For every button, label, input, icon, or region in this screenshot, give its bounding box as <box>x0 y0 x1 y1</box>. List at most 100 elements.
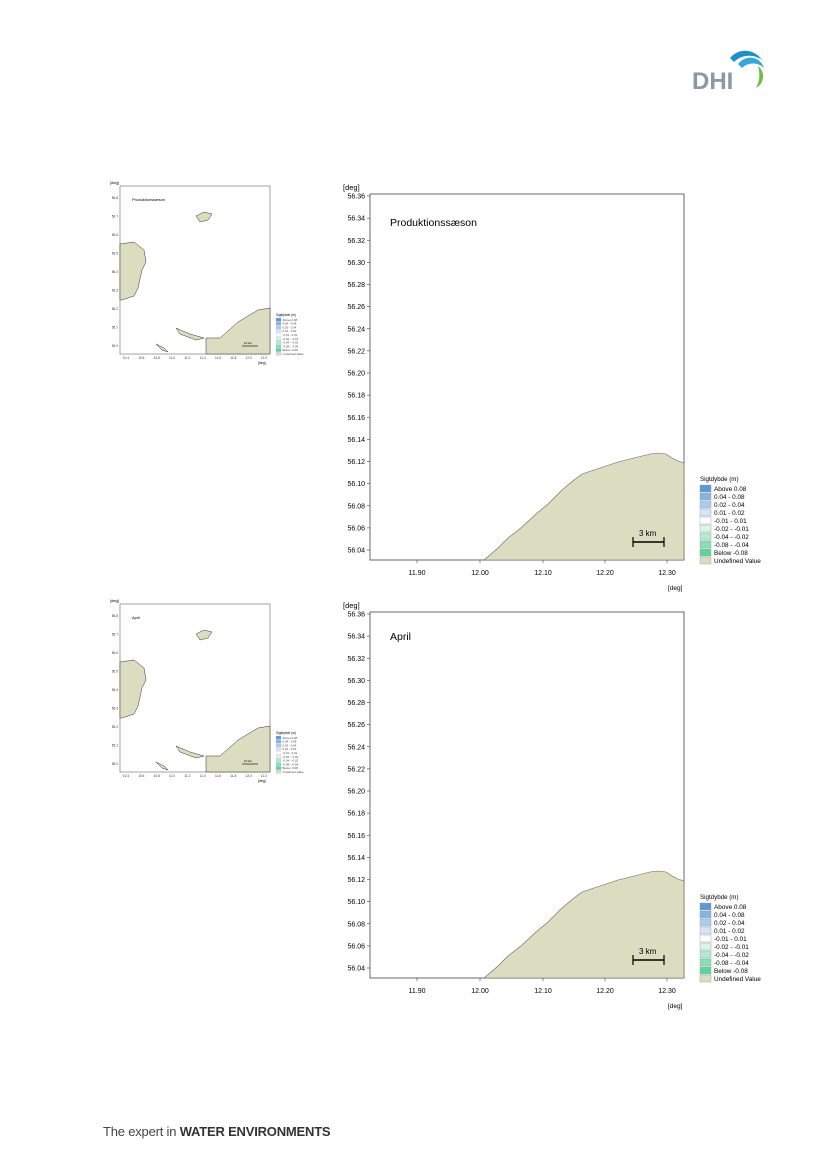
land-polygon <box>483 870 685 979</box>
x-tick-label: 12.30 <box>658 988 676 995</box>
overview-scale-label: 10 km <box>244 759 253 763</box>
legend-label: -0.08 - -0.04 <box>714 960 749 967</box>
y-tick-label: 56.24 <box>347 744 365 751</box>
footer-emphasis: WATER ENVIRONMENTS <box>179 1124 331 1139</box>
legend-label: Above 0.08 <box>714 904 747 911</box>
y-tick-label: 56.26 <box>347 304 365 311</box>
overview-legend-swatch <box>276 344 282 348</box>
legend-label: 0.02 - 0.04 <box>714 502 745 509</box>
overview-x-tick-label: 10.8 <box>154 774 160 778</box>
y-tick-label: 56.12 <box>347 877 365 884</box>
legend-swatch <box>699 918 712 927</box>
overview-map-1: [deg] Produktionssæson 56.8 56.7 56.6 56.5 5… <box>110 180 271 365</box>
legend-label: -0.08 - -0.04 <box>714 542 749 549</box>
overview-island-north <box>195 211 213 223</box>
legend-label: Below -0.08 <box>714 968 748 975</box>
detail-map-1: [deg] Produktionssæson 56.3656.3456.3256… <box>343 183 761 592</box>
overview-islet <box>155 761 169 771</box>
legend-label: Above 0.08 <box>714 486 747 493</box>
overview-y-tick-label: 56.0 <box>112 762 118 766</box>
overview-legend-swatch <box>276 770 282 774</box>
overview-legend-label: 0.02 - 0.04 <box>283 325 297 329</box>
overview-legend-swatch <box>276 317 282 322</box>
overview-y-tick-label: 56.8 <box>112 614 118 618</box>
legend-label: 0.01 - 0.02 <box>714 928 745 935</box>
footer-tagline: The expert in WATER ENVIRONMENTS <box>103 1124 331 1139</box>
overview-legend-swatch <box>276 739 282 744</box>
overview-legend-swatch <box>276 352 282 356</box>
overview-land-west <box>119 659 147 719</box>
legend-swatch <box>699 556 712 565</box>
y-axis: 56.36 56.34 56.32 56.30 56.28 56.26 56.24 56.22… <box>347 194 370 555</box>
x-axis: 11.90 12.00 12.10 12.20 12.30 <box>409 978 676 995</box>
overview-legend-1: Sigtdybde (m) Above 0.080.04 - 0.080.02 … <box>276 313 304 356</box>
overview-y-tick-label: 56.6 <box>112 233 118 237</box>
legend-swatch <box>699 974 712 983</box>
overview-legend-swatch <box>276 762 282 766</box>
overview-island-north <box>195 629 213 641</box>
legend-label: -0.02 - -0.01 <box>714 526 749 533</box>
y-axis: 56.36 56.34 56.32 56.30 56.28 56.26 56.24 56.22… <box>347 612 370 973</box>
overview-x-tick-label: 10.6 <box>138 356 144 360</box>
y-tick-label: 56.34 <box>347 216 365 223</box>
legend-swatch <box>699 950 712 959</box>
overview-y-tick-label: 56.1 <box>112 326 118 330</box>
y-unit-label: [deg] <box>343 601 360 610</box>
y-tick-label: 56.12 <box>347 459 365 466</box>
legend-swatch <box>699 934 712 943</box>
y-tick-label: 56.16 <box>347 833 365 840</box>
overview-legend-swatch <box>276 754 282 759</box>
dhi-logo: DHI <box>688 44 768 95</box>
overview-legend-swatch <box>276 747 282 751</box>
overview-legend-label: -0.01 - 0.01 <box>283 751 298 755</box>
overview-legend-label: -0.02 - -0.01 <box>283 337 299 341</box>
y-tick-label: 56.08 <box>347 921 365 928</box>
overview-legend-label: -0.02 - -0.01 <box>283 755 299 759</box>
overview-legend-label: Above 0.08 <box>283 318 298 322</box>
legend: Sigtdybde (m) Above 0.080.04 - 0.080.02 … <box>699 476 761 565</box>
legend-label: -0.01 - 0.01 <box>714 518 747 525</box>
legend-swatch <box>699 500 712 509</box>
overview-land-east <box>205 307 271 355</box>
legend-label: 0.04 - 0.08 <box>714 494 745 501</box>
y-tick-label: 56.32 <box>347 656 365 663</box>
overview-y-tick-label: 56.8 <box>112 196 118 200</box>
overview-x-unit: [deg] <box>258 361 266 365</box>
y-tick-label: 56.30 <box>347 260 365 267</box>
overview-legend-swatch <box>276 751 282 755</box>
overview-map-2: [deg] April 56.8 56.7 56.6 56.5 56.4 56.3 56.2… <box>110 598 271 783</box>
overview-legend-label: Above 0.08 <box>283 736 298 740</box>
overview-land-east <box>205 725 271 773</box>
overview-x-tick-label: 11.8 <box>230 356 236 360</box>
overview-land-south <box>175 745 205 759</box>
map-title: April <box>390 631 411 643</box>
overview-legend-swatch <box>276 340 282 345</box>
overview-legend-label: 0.01 - 0.02 <box>283 329 297 333</box>
legend-swatch <box>699 902 712 911</box>
detail-map-2: [deg] April 56.3656.3456.3256.3056.2856.… <box>343 601 761 1010</box>
y-unit-label: [deg] <box>343 183 360 192</box>
y-tick-label: 56.04 <box>347 548 365 555</box>
overview-x-tick-label: 11.2 <box>184 774 190 778</box>
overview-legend-swatch <box>276 743 282 747</box>
overview-land-west <box>119 241 147 301</box>
overview-y-tick-label: 56.3 <box>112 707 118 711</box>
overview-x-tick-label: 10.6 <box>138 774 144 778</box>
overview-legend-label: -0.04 - -0.02 <box>283 341 299 345</box>
overview-legend-label: 0.02 - 0.04 <box>283 743 297 747</box>
legend-swatch <box>699 910 712 919</box>
scale-bar: 3 km <box>632 947 665 965</box>
y-tick-label: 56.28 <box>347 282 365 289</box>
overview-legend-swatch <box>276 766 282 770</box>
legend-swatch <box>699 484 712 493</box>
x-tick-label: 12.20 <box>596 988 614 995</box>
overview-legend-swatch <box>276 329 282 333</box>
legend-swatch <box>699 958 712 967</box>
legend-label: -0.01 - 0.01 <box>714 936 747 943</box>
y-tick-label: 56.36 <box>347 612 365 619</box>
overview-x-tick-label: 11.8 <box>230 774 236 778</box>
overview-x-tick-label: 12.2 <box>261 356 267 360</box>
overview-title: April <box>132 615 140 620</box>
legend-swatch <box>699 524 712 533</box>
x-tick-label: 12.00 <box>471 988 489 995</box>
